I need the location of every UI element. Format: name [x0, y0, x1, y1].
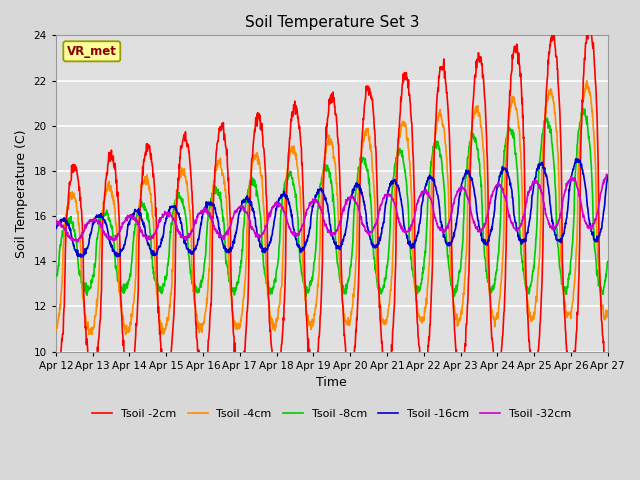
Tsoil -16cm	[298, 246, 305, 252]
Tsoil -8cm	[95, 230, 102, 236]
Tsoil -4cm	[366, 146, 374, 152]
Tsoil -16cm	[52, 225, 60, 231]
Tsoil -2cm	[307, 369, 315, 374]
Tsoil -16cm	[118, 248, 125, 253]
Line: Tsoil -8cm: Tsoil -8cm	[56, 109, 608, 297]
Tsoil -2cm	[117, 300, 125, 305]
Tsoil -8cm	[286, 169, 294, 175]
Tsoil -16cm	[366, 236, 374, 242]
Y-axis label: Soil Temperature (C): Soil Temperature (C)	[15, 129, 28, 258]
Tsoil -16cm	[573, 156, 580, 162]
Tsoil -2cm	[52, 365, 60, 371]
Tsoil -4cm	[95, 281, 102, 287]
Tsoil -32cm	[95, 218, 103, 224]
Tsoil -4cm	[52, 327, 60, 333]
Tsoil -32cm	[308, 200, 316, 206]
Tsoil -2cm	[530, 378, 538, 384]
Text: VR_met: VR_met	[67, 45, 116, 58]
Tsoil -16cm	[77, 254, 85, 260]
Tsoil -8cm	[308, 279, 316, 285]
Tsoil -16cm	[95, 214, 103, 220]
Tsoil -2cm	[286, 135, 294, 141]
Tsoil -4cm	[298, 227, 305, 233]
Tsoil -2cm	[298, 145, 305, 151]
Tsoil -8cm	[302, 294, 310, 300]
Legend: Tsoil -2cm, Tsoil -4cm, Tsoil -8cm, Tsoil -16cm, Tsoil -32cm: Tsoil -2cm, Tsoil -4cm, Tsoil -8cm, Tsoi…	[88, 405, 576, 423]
Tsoil -8cm	[298, 267, 305, 273]
Tsoil -4cm	[122, 332, 130, 337]
Tsoil -8cm	[580, 106, 588, 112]
Tsoil -16cm	[308, 209, 316, 215]
Line: Tsoil -4cm: Tsoil -4cm	[56, 81, 608, 335]
Tsoil -16cm	[604, 173, 612, 179]
X-axis label: Time: Time	[316, 376, 347, 389]
Tsoil -2cm	[95, 336, 102, 342]
Tsoil -8cm	[604, 259, 612, 264]
Tsoil -32cm	[603, 171, 611, 177]
Tsoil -4cm	[604, 308, 612, 314]
Tsoil -32cm	[287, 226, 294, 231]
Line: Tsoil -16cm: Tsoil -16cm	[56, 159, 608, 257]
Tsoil -4cm	[117, 304, 125, 310]
Tsoil -4cm	[583, 78, 591, 84]
Line: Tsoil -32cm: Tsoil -32cm	[56, 174, 608, 242]
Tsoil -32cm	[366, 230, 374, 236]
Tsoil -2cm	[366, 90, 374, 96]
Tsoil -4cm	[287, 146, 294, 152]
Tsoil -2cm	[604, 372, 612, 377]
Tsoil -8cm	[117, 284, 125, 289]
Tsoil -2cm	[585, 18, 593, 24]
Tsoil -4cm	[308, 320, 316, 325]
Tsoil -32cm	[74, 239, 82, 245]
Tsoil -32cm	[298, 223, 305, 228]
Tsoil -8cm	[52, 273, 60, 279]
Tsoil -16cm	[287, 205, 294, 211]
Title: Soil Temperature Set 3: Soil Temperature Set 3	[244, 15, 419, 30]
Tsoil -32cm	[52, 217, 60, 223]
Line: Tsoil -2cm: Tsoil -2cm	[56, 21, 608, 381]
Tsoil -32cm	[118, 226, 125, 232]
Tsoil -32cm	[604, 172, 612, 178]
Tsoil -8cm	[366, 191, 374, 197]
